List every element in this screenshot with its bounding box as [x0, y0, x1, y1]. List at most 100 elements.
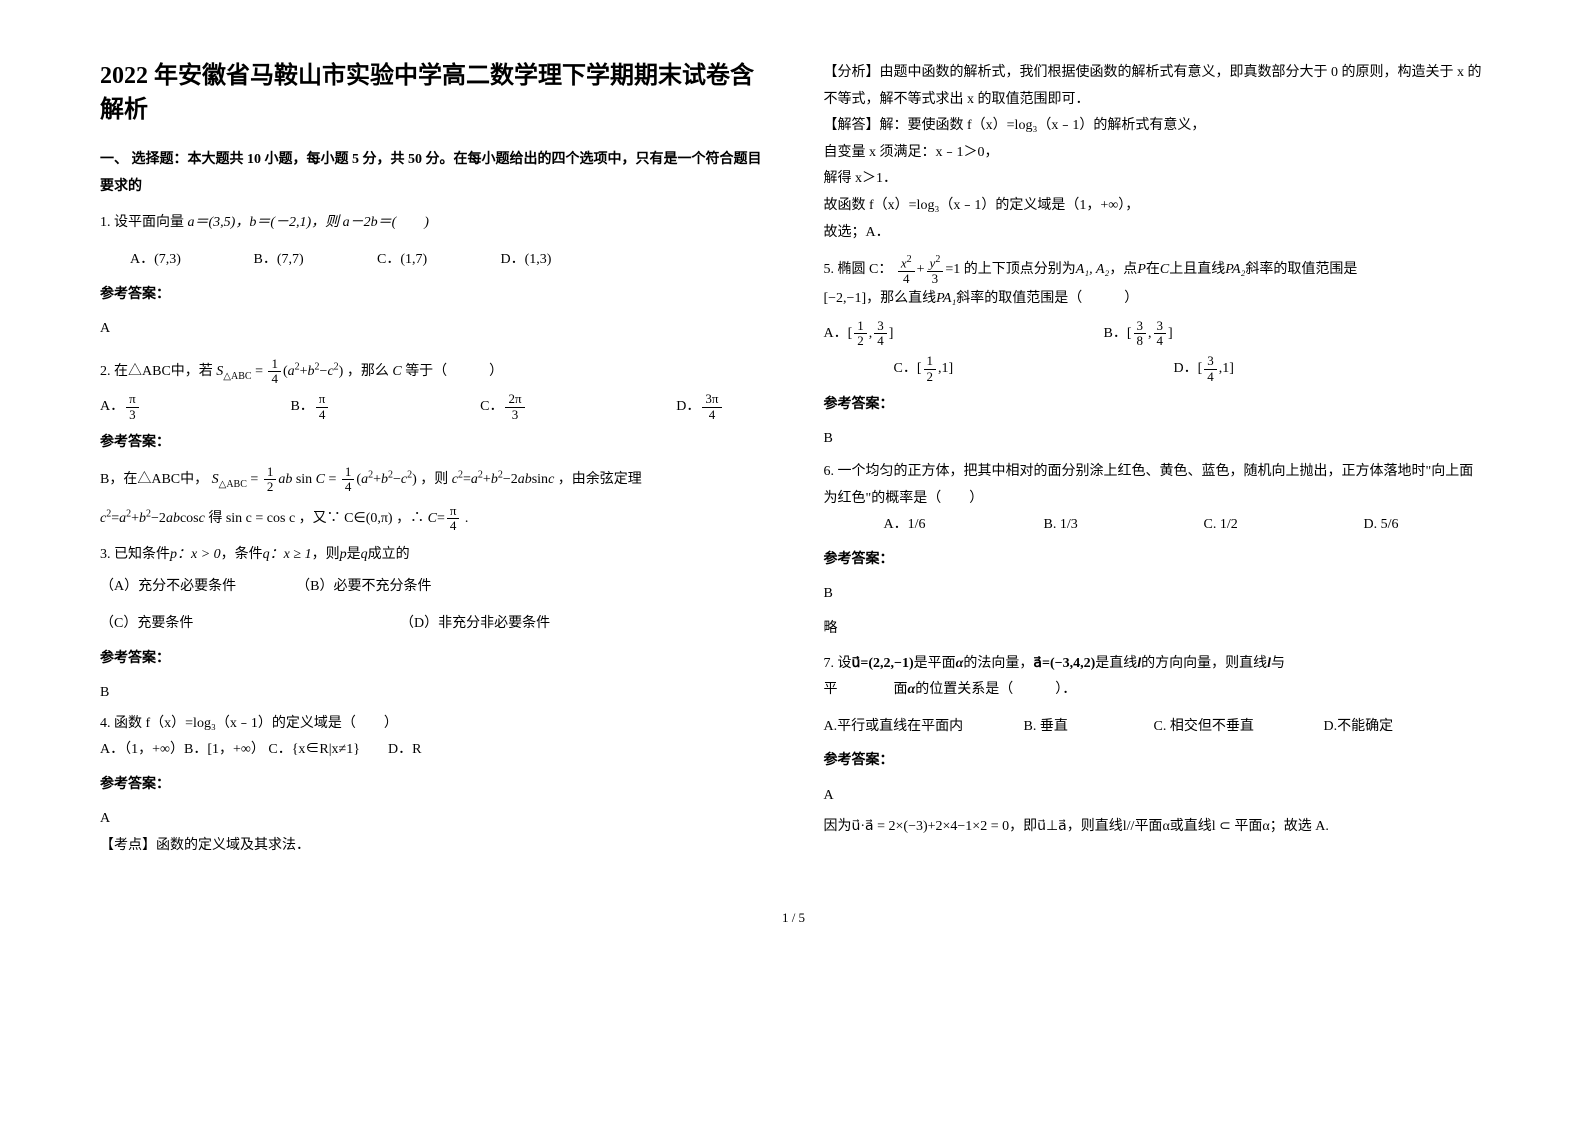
q2-opt-b: B．π4	[290, 392, 330, 422]
q5-m2: ，点	[1109, 262, 1137, 277]
q4-fenxi: 【分析】由题中函数的解析式，我们根据使函数的解析式有意义，即真数部分大于 0 的…	[824, 60, 1488, 113]
q3-is: 是	[347, 547, 361, 562]
q3-opt-a: （A）充分不必要条件	[100, 574, 236, 601]
q2-expl-tri: △ABC	[137, 472, 180, 487]
q2-suffix: ，那么	[347, 364, 389, 379]
q4-j3: 解得 x＞1．	[824, 166, 1488, 193]
q2-opt-c: C．2π3	[480, 392, 526, 422]
q2-c: C	[392, 364, 401, 379]
q5-m3: 在	[1146, 262, 1160, 277]
q2-expl-formula1: S△ABC = 12ab sin C = 14(a2+b2−c2)	[212, 472, 421, 487]
q5-options-row1: A．[12,34] B．[38,34]	[824, 319, 1488, 349]
q5-pa1: PA₁	[936, 291, 956, 306]
q3-options-row1: （A）充分不必要条件 （B）必要不充分条件	[100, 574, 764, 601]
q2-expl-then: ，则	[420, 472, 448, 487]
q2-expl-formula2: c2=a2+b2−2absinc	[452, 472, 555, 487]
q5-m4: 上且直线	[1169, 262, 1225, 277]
q3-q: q：x ≥ 1	[263, 547, 312, 562]
q2-b-label: B．	[290, 399, 313, 414]
q2-end: .	[465, 511, 469, 526]
q5-stem: 5. 椭圆 C： x24+y23=1 的上下顶点分别为A₁, A₂，点P在C上且…	[824, 254, 1488, 286]
q1-opt-b: B．(7,7)	[254, 247, 374, 274]
q6-opt-d: D. 5/6	[1364, 512, 1399, 539]
q7-opt-b: B. 垂直	[1024, 714, 1154, 741]
q7-stem: 7. 设u⃗=(2,2,−1)是平面α的法向量，a⃗=(−3,4,2)是直线l的…	[824, 651, 1488, 678]
q4-kaodian: 【考点】函数的定义域及其求法．	[100, 833, 764, 860]
q7-or: 或直线	[1170, 819, 1212, 834]
q7-m1: 是平面	[914, 656, 956, 671]
q7-answer: A	[824, 783, 1488, 810]
q5-options-row2: C．[12,1] D．[34,1]	[824, 354, 1488, 384]
q7-answer-label: 参考答案：	[824, 748, 1488, 775]
q1-options: A．(7,3) B．(7,7) C．(1,7) D．(1,3)	[130, 247, 764, 274]
q2-expl-formula3: c2=a2+b2−2abcosc	[100, 511, 205, 526]
q2-a-label: A．	[100, 399, 124, 414]
q5-answer-label: 参考答案：	[824, 392, 1488, 419]
q7-ea: α	[1162, 819, 1169, 834]
q2-prefix: 2. 在	[100, 364, 128, 379]
q7-m2: 的法向量，	[963, 656, 1033, 671]
q7-m4: 的方向向量，则直线	[1141, 656, 1267, 671]
q7-prefix: 7. 设	[824, 656, 852, 671]
q4-j2: 自变量 x 须满足：x﹣1＞0，	[824, 140, 1488, 167]
q2-area-formula: S△ABC = 14(a2+b2−c2)	[216, 364, 347, 379]
q2-sincos: sin c = cos c	[226, 511, 295, 526]
q7-m5: 与	[1271, 656, 1285, 671]
q7-perp: u⃗⊥a⃗	[1037, 819, 1067, 834]
q3-opt-b: （B）必要不充分条件	[296, 574, 431, 601]
q7-em2b: 平面	[1134, 819, 1162, 834]
q5-m6: ，那么直线	[866, 291, 936, 306]
q7-options: A.平行或直线在平面内 B. 垂直 C. 相交但不垂直 D.不能确定	[824, 714, 1488, 741]
q5-m1: 的上下顶点分别为	[964, 262, 1076, 277]
q7-explanation: 因为u⃗·a⃗ = 2×(−3)+2×4−1×2 = 0，即u⃗⊥a⃗，则直线l…	[824, 814, 1488, 841]
q7-opt-c: C. 相交但不垂直	[1154, 714, 1324, 741]
q5-ellipse: x24+y23=1	[896, 262, 964, 277]
q5-answer: B	[824, 426, 1488, 453]
q5-prefix: 5. 椭圆 C：	[824, 262, 893, 277]
q3-opt-c: （C）充要条件	[100, 611, 340, 638]
q3-options-row2: （C）充要条件 （D）非充分非必要条件	[100, 611, 764, 638]
q2-expl-coslaw: ，由余弦定理	[558, 472, 642, 487]
q2-mid: 中，若	[171, 364, 213, 379]
q5-p: P	[1137, 262, 1146, 277]
q7-opt-d: D.不能确定	[1324, 714, 1394, 741]
q7-ea2: α	[1262, 819, 1269, 834]
q4-jieda-label: 【解答】解：要使函数 f（x）=log₃（x﹣1）的解析式有意义，	[824, 113, 1488, 140]
q4-answer: A	[100, 806, 764, 833]
q3-answer-label: 参考答案：	[100, 646, 764, 673]
q1-answer: A	[100, 316, 764, 343]
page-footer: 1 / 5	[0, 910, 1587, 926]
q3-p: p：x > 0	[170, 547, 221, 562]
q4-stem: 4. 函数 f（x）=log₃（x﹣1）的定义域是（ ）	[100, 711, 764, 738]
q6-stem: 6. 一个均匀的正方体，把其中相对的面分别涂上红色、黄色、蓝色，随机向上抛出，正…	[824, 459, 1488, 512]
q5-vertices: A₁, A₂	[1076, 262, 1110, 277]
q4-j5: 故选；A．	[824, 220, 1488, 247]
q2-in: C∈(0,π)	[344, 511, 392, 526]
q3-qv: q	[361, 547, 368, 562]
q2-d-label: D．	[676, 399, 700, 414]
q3-end: ，则	[312, 547, 340, 562]
q5-pa2: PA₂	[1225, 262, 1245, 277]
q2-c-label: C．	[480, 399, 503, 414]
q5-opt-b: B．[38,34]	[1104, 319, 1173, 349]
q7-em: u⃗·a⃗ = 2×(−3)+2×4−1×2 = 0	[852, 819, 1010, 834]
q7-eend: ；故选 A.	[1270, 819, 1329, 834]
q7-stem2: 平 面α的位置关系是（ ）．	[824, 677, 1488, 704]
right-column: 【分析】由题中函数的解析式，我们根据使函数的解析式有意义，即真数部分大于 0 的…	[824, 60, 1488, 860]
q7-l2s: 的位置关系是（ ）．	[915, 682, 1076, 697]
q5-c: C	[1160, 262, 1169, 277]
q1-opt-a: A．(7,3)	[130, 247, 250, 274]
q7-par: l//	[1123, 819, 1135, 834]
q2-options: A．π3 B．π4 C．2π3 D．3π4	[100, 392, 764, 422]
q1-opt-d: D．(1,3)	[501, 247, 552, 274]
q2-expl-p: B，在	[100, 472, 137, 487]
q2-answer-label: 参考答案：	[100, 430, 764, 457]
q6-answer-label: 参考答案：	[824, 547, 1488, 574]
q7-u: u⃗=(2,2,−1)	[852, 656, 914, 671]
q1-stem: 1. 设平面向量 a＝(3,5)，b＝(－2,1)，则 a－2b＝( )	[100, 210, 764, 237]
q2-tri: △ABC	[128, 364, 171, 379]
q7-em2: ，则直线	[1067, 819, 1123, 834]
q4-options: A．（1，+∞）B．[1，+∞） C．{x∈R|x≠1} D．R	[100, 737, 764, 764]
q6-opt-a: A．1/6	[884, 512, 1044, 539]
q6-answer: B	[824, 581, 1488, 608]
